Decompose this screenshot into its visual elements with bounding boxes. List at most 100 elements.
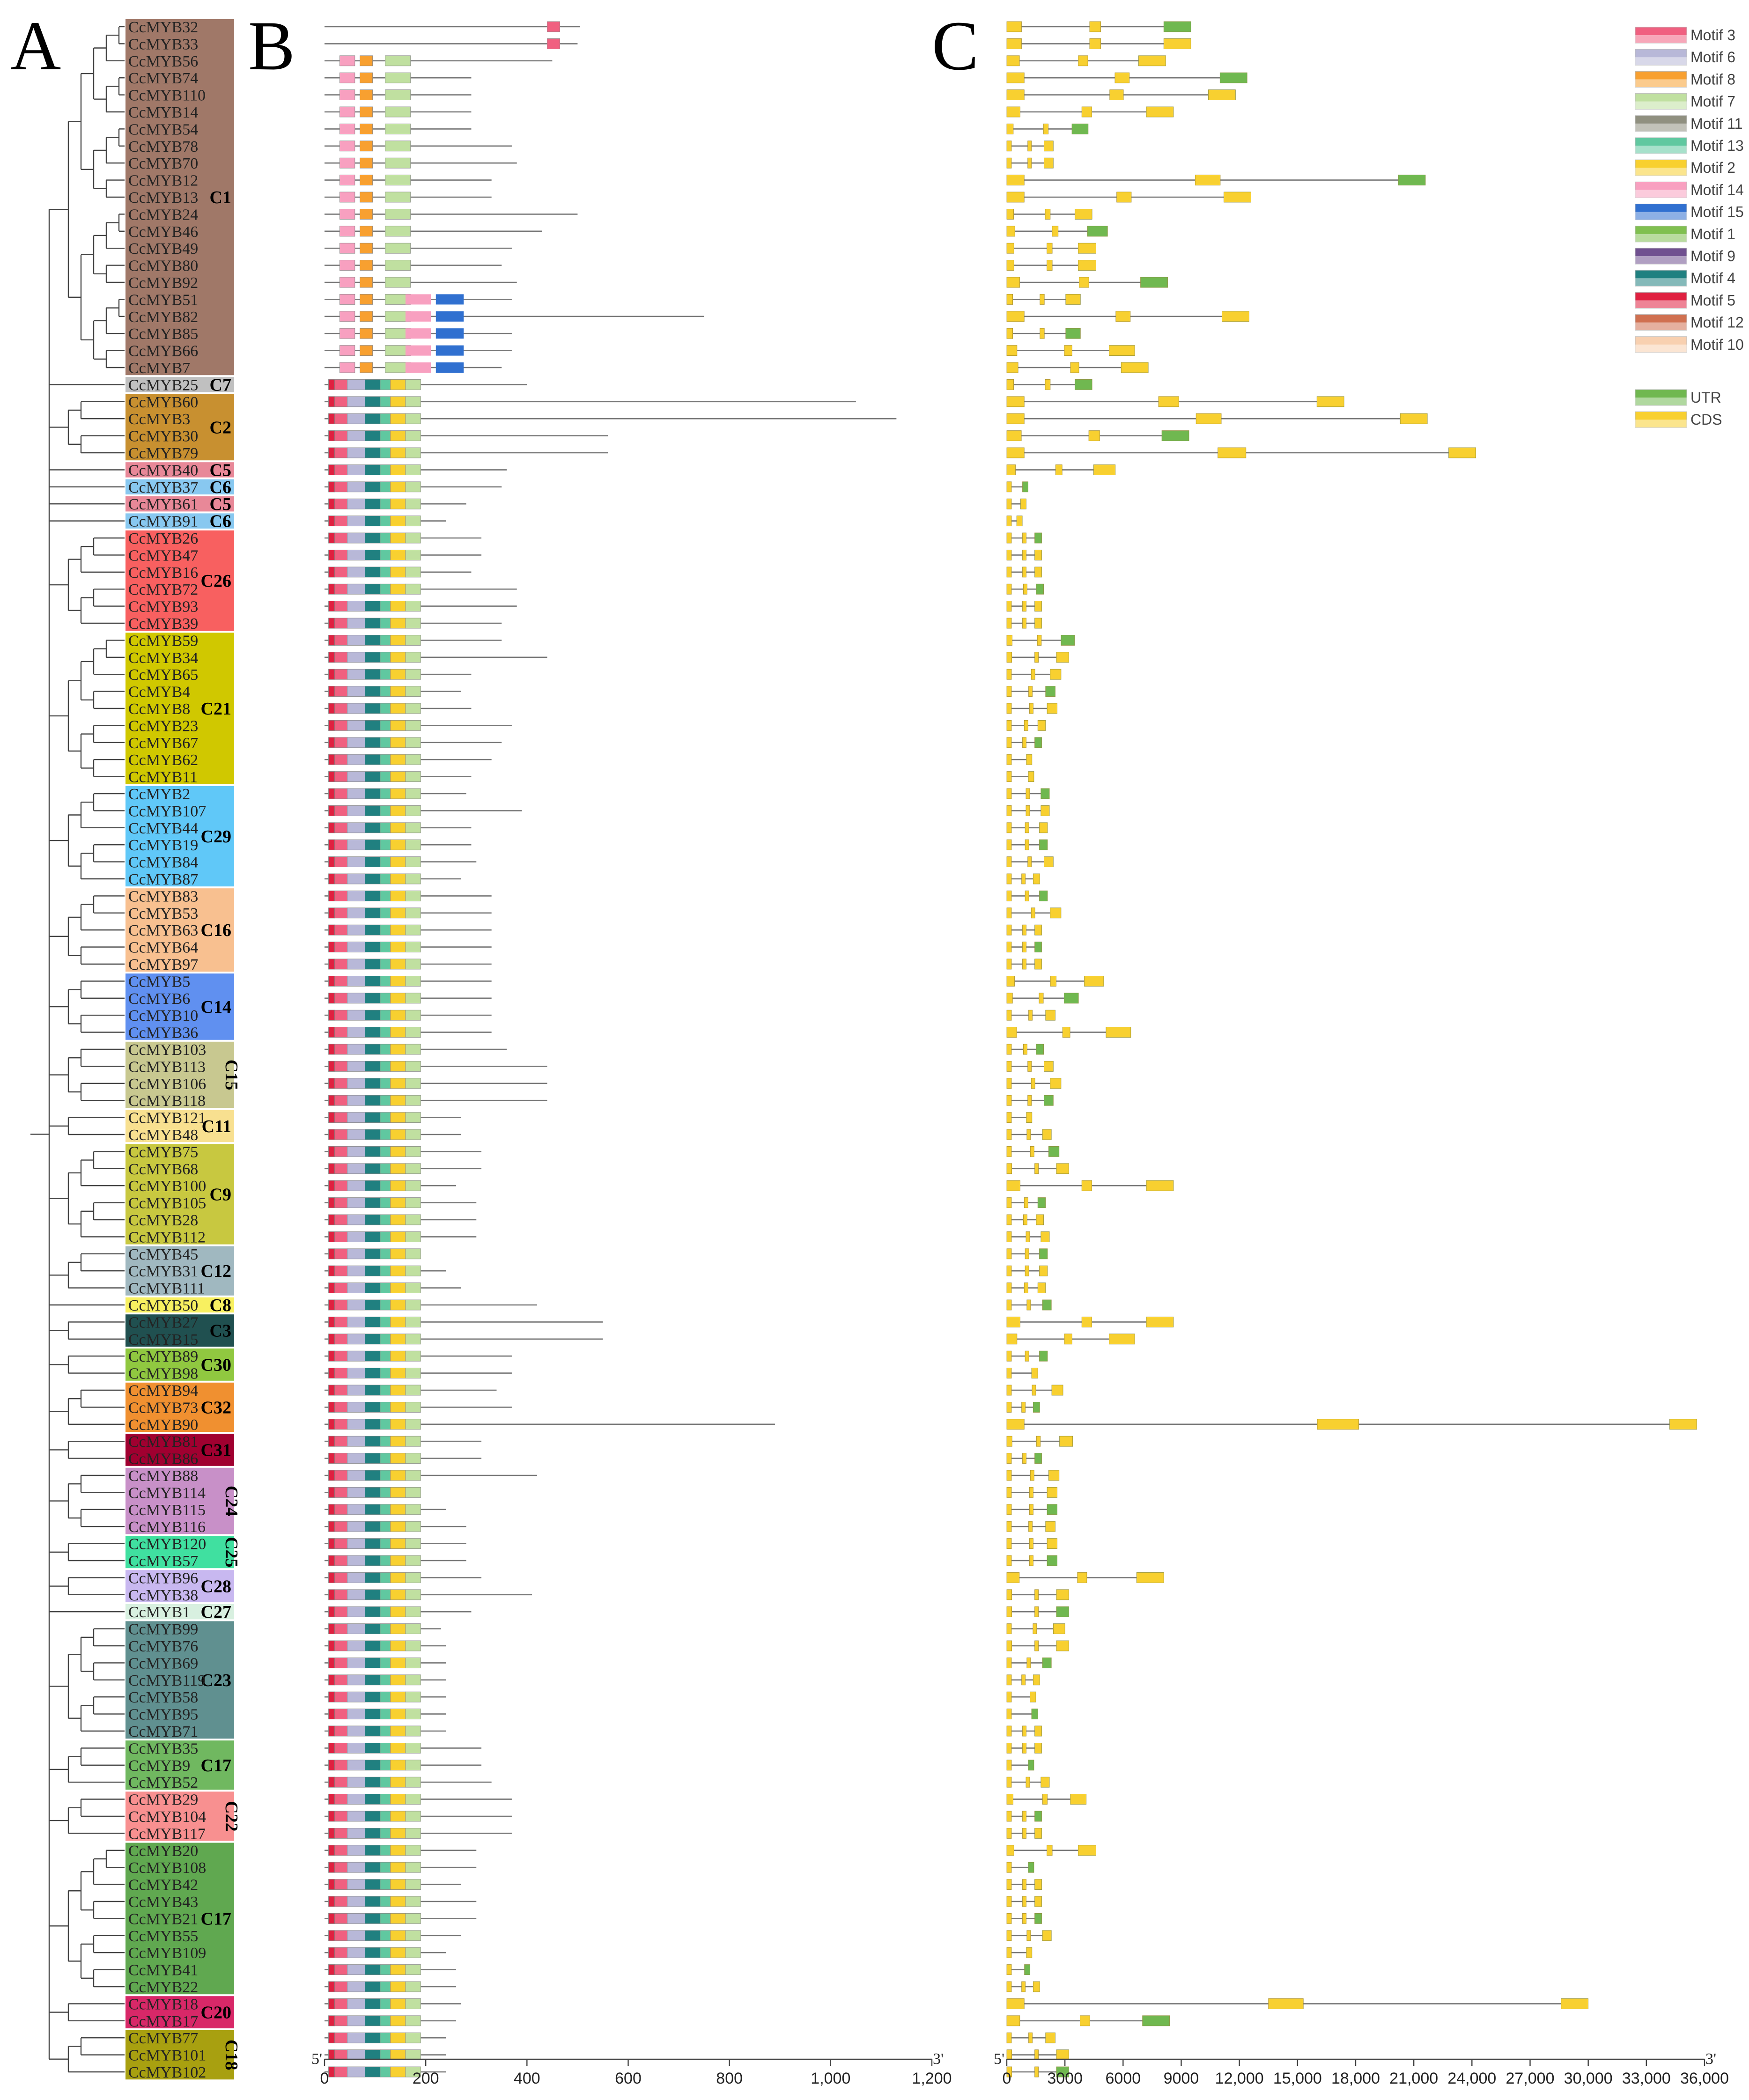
motif-box xyxy=(405,1027,421,1038)
motif-box xyxy=(405,754,421,765)
exon-cds xyxy=(1047,243,1053,254)
motif-box xyxy=(328,1657,335,1668)
exon-cds xyxy=(1070,362,1079,373)
motif-box xyxy=(380,1981,391,1992)
motif-box xyxy=(405,1265,421,1276)
motif-box xyxy=(347,805,365,816)
motif-box xyxy=(328,1129,335,1140)
motif-box xyxy=(380,788,391,799)
gene-label: CcMYB32 xyxy=(128,19,198,36)
motif-box xyxy=(405,1095,421,1106)
legend-swatch-shade xyxy=(1635,35,1687,43)
exon-utr xyxy=(1056,2066,1069,2078)
exon-cds xyxy=(1006,1282,1012,1294)
axis-tick-label: 3000 xyxy=(1047,2070,1083,2087)
motif-box xyxy=(380,1487,391,1498)
motif-box xyxy=(385,123,411,134)
exon-utr xyxy=(1041,788,1050,799)
gene-label: CcMYB35 xyxy=(128,1740,198,1757)
exon-cds xyxy=(1006,1606,1012,1617)
motif-box xyxy=(365,958,381,970)
motif-box xyxy=(390,958,406,970)
exon-utr xyxy=(1039,1248,1048,1260)
motif-box xyxy=(347,1316,365,1327)
exon-cds xyxy=(1006,1027,1017,1038)
gene-label: CcMYB11 xyxy=(128,769,198,786)
motif-box xyxy=(347,1623,365,1635)
motif-box xyxy=(405,1896,421,1907)
exon-utr xyxy=(1161,430,1189,441)
motif-box xyxy=(328,1998,335,2009)
motif-box xyxy=(380,703,391,714)
exon-utr xyxy=(1056,1163,1069,1174)
motif-box xyxy=(380,720,391,731)
motif-box xyxy=(390,516,406,526)
motif-box xyxy=(380,1214,391,1225)
motif-box xyxy=(390,1095,406,1106)
gene-label: CcMYB75 xyxy=(128,1143,198,1161)
exon-cds xyxy=(1006,1299,1012,1311)
motif-box xyxy=(405,1827,421,1839)
legend-swatch-shade xyxy=(1635,300,1687,309)
motif-box xyxy=(347,1913,365,1924)
clade-block xyxy=(125,888,234,972)
exon-utr xyxy=(1024,1964,1031,1975)
motif-box xyxy=(405,1436,421,1447)
motif-box xyxy=(328,924,335,936)
motif-box xyxy=(390,2015,406,2026)
exon-cds xyxy=(1031,669,1035,680)
exon-cds xyxy=(1024,1197,1028,1208)
motif-box xyxy=(390,1657,406,1668)
exon-utr xyxy=(1109,1334,1135,1345)
exon-cds xyxy=(1006,1350,1012,1362)
legend-label: Motif 15 xyxy=(1690,204,1744,221)
motif-box xyxy=(328,805,335,816)
motif-box xyxy=(380,1095,391,1106)
motif-box xyxy=(328,891,335,901)
exon-utr xyxy=(1034,942,1042,952)
exon-cds xyxy=(1006,720,1012,731)
motif-box xyxy=(328,1742,335,1754)
exon-cds xyxy=(1006,1725,1012,1737)
clade-block xyxy=(125,1348,234,1381)
exon-utr xyxy=(1448,447,1476,458)
motif-box xyxy=(390,2049,406,2061)
legend-swatch-shade xyxy=(1635,278,1687,287)
motif-box xyxy=(405,532,421,544)
exon-cds xyxy=(1006,1964,1012,1975)
motif-box xyxy=(390,1044,406,1055)
exon-utr xyxy=(1034,618,1042,629)
motif-box xyxy=(328,1299,335,1311)
exon-cds xyxy=(1006,1674,1012,1686)
motif-box xyxy=(390,1248,406,1260)
motif-box xyxy=(328,788,335,799)
axis-tick-label: 0 xyxy=(1003,2070,1011,2087)
exon-utr xyxy=(1036,583,1044,595)
exon-cds xyxy=(1006,1981,1012,1992)
exon-cds xyxy=(1027,1095,1032,1106)
motif-box xyxy=(380,1691,391,1702)
exon-cds xyxy=(1006,1521,1012,1532)
clade-block xyxy=(125,1604,234,1620)
motif-box xyxy=(328,2049,335,2061)
motif-box xyxy=(365,1436,381,1447)
exon-utr xyxy=(1219,72,1247,83)
motif-box xyxy=(380,1572,391,1583)
motif-box xyxy=(405,1725,421,1737)
exon-cds xyxy=(1081,106,1092,118)
motif-box xyxy=(390,1487,406,1498)
motif-box xyxy=(390,1981,406,1992)
exon-cds xyxy=(1006,175,1025,186)
gene-label: CcMYB27 xyxy=(128,1314,198,1331)
clade-label: C11 xyxy=(202,1117,231,1136)
motif-box xyxy=(328,1368,335,1379)
motif-box xyxy=(328,1709,335,1720)
exon-cds xyxy=(1006,1896,1012,1907)
legend-label: Motif 5 xyxy=(1690,292,1735,309)
motif-box xyxy=(390,942,406,952)
exon-cds xyxy=(1006,430,1022,441)
motif-box xyxy=(328,652,335,663)
motif-box xyxy=(365,1555,381,1566)
exon-utr xyxy=(1034,1896,1042,1907)
gene-label: CcMYB79 xyxy=(128,445,198,462)
